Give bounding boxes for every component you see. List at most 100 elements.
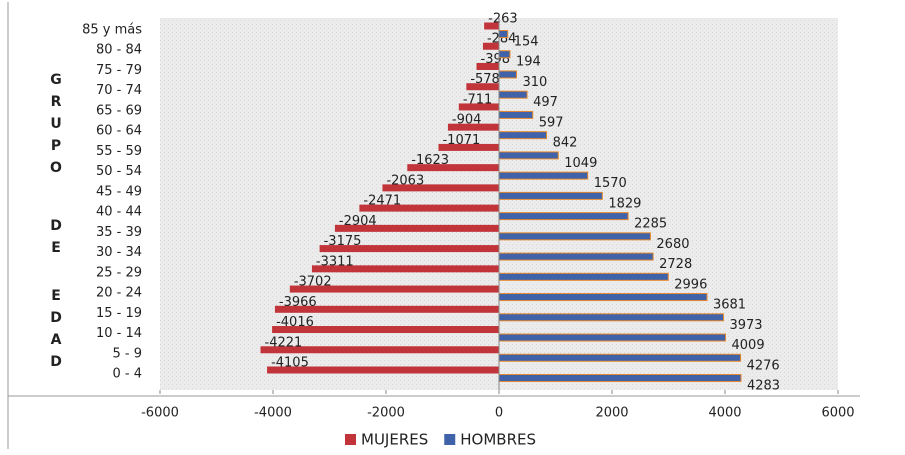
data-label: -711 — [463, 92, 493, 107]
bar — [319, 245, 499, 253]
bar — [274, 305, 499, 313]
bar — [498, 212, 629, 221]
data-label: 3681 — [713, 298, 746, 313]
data-label: 1829 — [608, 196, 641, 211]
bar — [498, 272, 669, 281]
y-tick-label: 35 - 39 — [96, 225, 142, 240]
bar — [311, 265, 499, 273]
bar — [267, 366, 499, 374]
y-axis-label: EDAD — [48, 288, 64, 376]
data-label: -284 — [487, 32, 517, 47]
data-label: 310 — [523, 75, 548, 90]
data-label: 154 — [514, 35, 539, 50]
y-tick-label: 15 - 19 — [96, 306, 142, 321]
bar — [498, 131, 548, 140]
x-tick-label: 6000 — [821, 406, 854, 421]
y-tick-label: 40 - 44 — [96, 205, 142, 220]
y-tick-label: 20 - 24 — [96, 286, 142, 301]
y-tick-label: 5 - 9 — [113, 346, 143, 361]
y-tick-label: 50 - 54 — [96, 164, 142, 179]
bar — [447, 123, 499, 131]
y-tick-label: 25 - 29 — [96, 265, 142, 280]
bar — [260, 346, 499, 354]
data-label: 4283 — [747, 379, 780, 394]
bar — [484, 22, 499, 30]
data-label: -1071 — [442, 133, 480, 148]
y-tick-label: 10 - 14 — [96, 326, 142, 341]
data-label: -3966 — [279, 295, 317, 310]
data-label: 4009 — [732, 338, 765, 353]
data-label: 1049 — [564, 156, 597, 171]
bar — [466, 83, 499, 91]
x-tick-label: -6000 — [141, 406, 179, 421]
legend-label: MUJERES — [361, 431, 428, 449]
bar — [498, 333, 727, 342]
data-label: 2680 — [656, 237, 689, 252]
y-tick-label: 60 - 64 — [96, 124, 142, 139]
legend-swatch — [444, 434, 456, 445]
bar — [476, 62, 499, 70]
data-label: 4276 — [747, 358, 780, 373]
data-label: -904 — [452, 113, 482, 128]
bar — [498, 110, 534, 119]
data-label: 842 — [553, 136, 578, 151]
data-label: 2285 — [634, 217, 667, 232]
y-tick-label: 30 - 34 — [96, 245, 142, 260]
bar — [289, 285, 499, 293]
data-label: -4221 — [265, 335, 303, 350]
data-label: -3175 — [324, 234, 362, 249]
data-label: -3311 — [316, 254, 354, 269]
data-label: -578 — [470, 72, 500, 87]
data-label: 597 — [539, 115, 564, 130]
data-label: -263 — [488, 12, 518, 27]
data-label: -4105 — [271, 356, 309, 371]
data-label: 2996 — [674, 277, 707, 292]
data-label: -2063 — [386, 173, 424, 188]
bar — [498, 374, 742, 382]
x-tick-label: 2000 — [595, 406, 628, 421]
bar — [498, 70, 518, 79]
data-label: 194 — [516, 55, 541, 70]
data-label: -3702 — [294, 275, 332, 290]
y-tick-label: 80 - 84 — [96, 43, 142, 58]
legend-label: HOMBRES — [460, 431, 536, 449]
y-tick-label: 0 - 4 — [113, 367, 143, 382]
data-label: -1623 — [411, 153, 449, 168]
x-tick-label: 4000 — [708, 406, 741, 421]
y-tick-label: 70 - 74 — [96, 83, 142, 98]
y-tick-label: 65 - 69 — [96, 103, 142, 118]
y-axis-label: DE — [48, 218, 64, 262]
legend-swatch — [345, 434, 356, 445]
bar — [498, 191, 603, 200]
bar — [498, 171, 589, 180]
bar — [438, 143, 499, 151]
y-tick-label: 85 y más — [82, 23, 142, 38]
bar — [359, 204, 499, 212]
bar — [498, 252, 654, 261]
y-tick-label: 55 - 59 — [96, 144, 142, 159]
data-label: 3973 — [729, 318, 762, 333]
bar — [407, 164, 499, 172]
data-label: 2728 — [659, 257, 692, 272]
data-label: -2904 — [339, 214, 377, 229]
y-axis-label: GRUPO — [48, 72, 64, 182]
data-label: -2471 — [363, 194, 401, 209]
bar — [498, 151, 559, 160]
x-tick-label: 0 — [495, 406, 503, 421]
bar — [272, 326, 499, 334]
bar — [498, 353, 742, 362]
bar — [334, 224, 499, 232]
x-tick-label: -2000 — [367, 406, 405, 421]
bar — [458, 103, 499, 111]
data-label: 497 — [533, 95, 558, 110]
data-label: -4016 — [276, 315, 314, 330]
bar — [498, 50, 511, 59]
bar — [498, 90, 528, 99]
bar — [498, 232, 651, 241]
bar — [482, 42, 499, 50]
bar — [382, 184, 499, 192]
x-tick-label: -4000 — [254, 406, 292, 421]
data-label: 1570 — [594, 176, 627, 191]
y-tick-label: 45 - 49 — [96, 184, 142, 199]
